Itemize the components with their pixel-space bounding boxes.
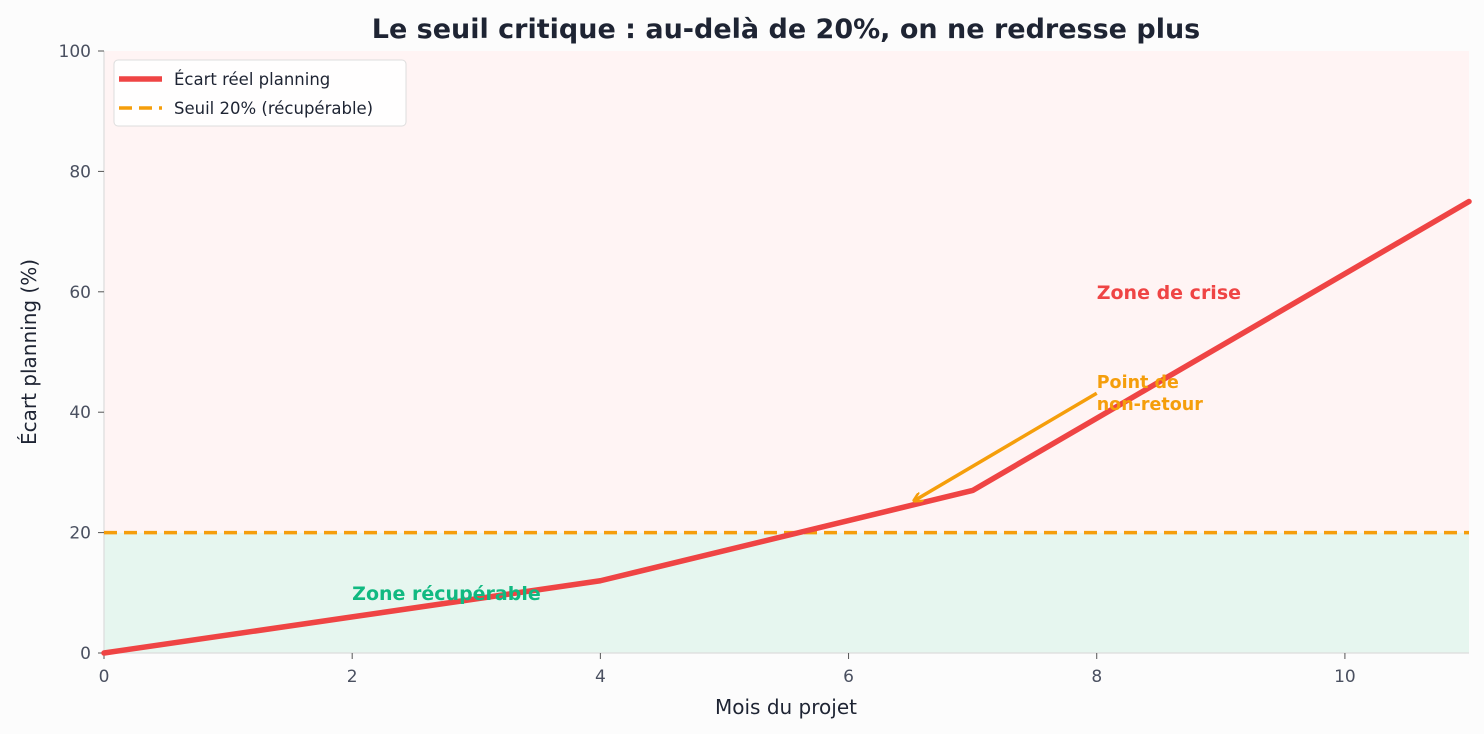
x-axis-label: Mois du projet [715, 695, 857, 719]
x-tick-label: 2 [347, 667, 358, 687]
y-tick-label: 20 [69, 524, 91, 544]
recoverable-zone [104, 532, 1469, 653]
x-tick-label: 8 [1091, 667, 1102, 687]
recoverable-zone-label: Zone récupérable [352, 583, 541, 605]
x-tick-label: 0 [99, 667, 110, 687]
legend-box [113, 59, 407, 127]
annotation-text: Point de [1097, 373, 1179, 393]
x-tick-label: 10 [1334, 667, 1356, 687]
annotation-arrow [915, 391, 1098, 500]
y-tick-label: 60 [69, 283, 91, 303]
y-tick-label: 80 [69, 162, 91, 182]
legend-label-threshold: Seuil 20% (récupérable) [174, 99, 373, 118]
y-axis-label: Écart planning (%) [17, 259, 41, 445]
x-tick-label: 6 [843, 667, 854, 687]
annotation-text: non-retour [1097, 395, 1204, 415]
x-tick-label: 4 [595, 667, 606, 687]
crisis-zone [104, 51, 1469, 533]
y-tick-label: 0 [80, 644, 91, 664]
legend-label-actual: Écart réel planning [174, 70, 330, 89]
y-tick-label: 40 [69, 403, 91, 423]
crisis-zone-label: Zone de crise [1097, 282, 1241, 304]
y-tick-label: 100 [59, 42, 91, 62]
actual-variance-line [101, 198, 1472, 656]
legend: Écart réel planning Seuil 20% (récupérabl… [113, 59, 407, 127]
chart-title: Le seuil critique : au-delà de 20%, on n… [372, 14, 1201, 45]
